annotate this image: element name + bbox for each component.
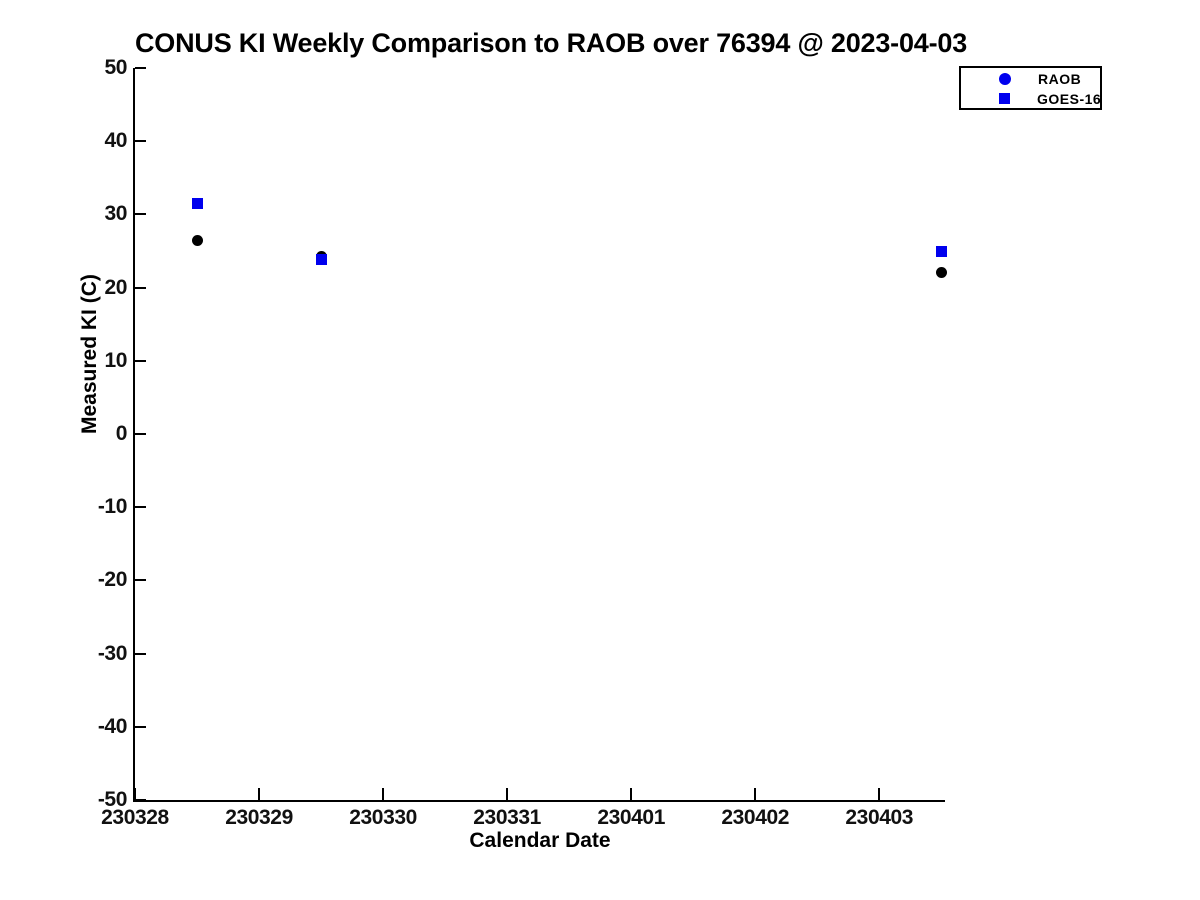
y-tick-label: 50 bbox=[104, 56, 127, 79]
y-tick bbox=[135, 506, 146, 509]
x-tick bbox=[134, 788, 136, 800]
y-tick-label: 30 bbox=[104, 202, 127, 226]
y-tick-label: -30 bbox=[97, 641, 128, 665]
y-tick bbox=[135, 725, 146, 728]
y-tick-label: -40 bbox=[97, 714, 128, 738]
raob-circle-marker-icon bbox=[999, 72, 1011, 85]
x-tick-label: 230403 bbox=[845, 806, 914, 829]
goes-16-square-marker-icon bbox=[999, 93, 1010, 104]
y-tick-label: 0 bbox=[115, 422, 128, 445]
data-point-goes-16 bbox=[191, 197, 203, 209]
x-tick bbox=[878, 788, 881, 800]
chart-title: CONUS KI Weekly Comparison to RAOB over … bbox=[135, 28, 968, 58]
y-tick-label: 20 bbox=[104, 275, 127, 299]
y-tick bbox=[135, 67, 146, 69]
x-axis-spine bbox=[133, 800, 945, 802]
x-tick bbox=[382, 788, 385, 800]
x-tick-label: 230331 bbox=[473, 806, 541, 829]
y-tick-label: -20 bbox=[97, 568, 128, 592]
x-tick-label: 230330 bbox=[349, 806, 417, 829]
y-tick-label: -10 bbox=[97, 495, 128, 519]
data-point-raob bbox=[191, 235, 203, 247]
data-point-goes-16 bbox=[315, 253, 327, 265]
legend-label-raob: RAOB bbox=[1038, 70, 1082, 87]
y-tick bbox=[135, 799, 146, 801]
x-tick-label: 230328 bbox=[101, 806, 169, 829]
x-tick bbox=[754, 788, 757, 800]
y-tick-label: -50 bbox=[97, 788, 128, 811]
x-axis-label: Calendar Date bbox=[469, 829, 611, 852]
legend: RAOB GOES-16 bbox=[959, 66, 1102, 110]
y-tick bbox=[135, 359, 146, 362]
x-tick-label: 230402 bbox=[721, 806, 790, 829]
y-tick bbox=[135, 579, 146, 582]
y-tick-label: 10 bbox=[104, 348, 127, 372]
y-tick bbox=[135, 213, 146, 216]
legend-entry-goes-16: GOES-16 bbox=[961, 89, 1102, 108]
x-tick-label: 230401 bbox=[597, 806, 665, 829]
y-tick bbox=[135, 433, 146, 435]
y-tick bbox=[135, 140, 146, 143]
y-tick-label: 40 bbox=[104, 129, 127, 153]
y-tick bbox=[135, 652, 146, 655]
data-point-goes-16 bbox=[935, 245, 947, 257]
legend-label-goes-16: GOES-16 bbox=[1037, 90, 1102, 107]
x-tick bbox=[258, 788, 261, 800]
x-tick bbox=[630, 788, 633, 800]
data-point-raob bbox=[935, 266, 947, 278]
legend-entry-raob: RAOB bbox=[961, 69, 1100, 88]
x-tick bbox=[506, 788, 509, 800]
y-axis-spine bbox=[133, 68, 135, 802]
y-tick bbox=[135, 286, 146, 289]
x-tick-label: 230329 bbox=[225, 806, 293, 829]
